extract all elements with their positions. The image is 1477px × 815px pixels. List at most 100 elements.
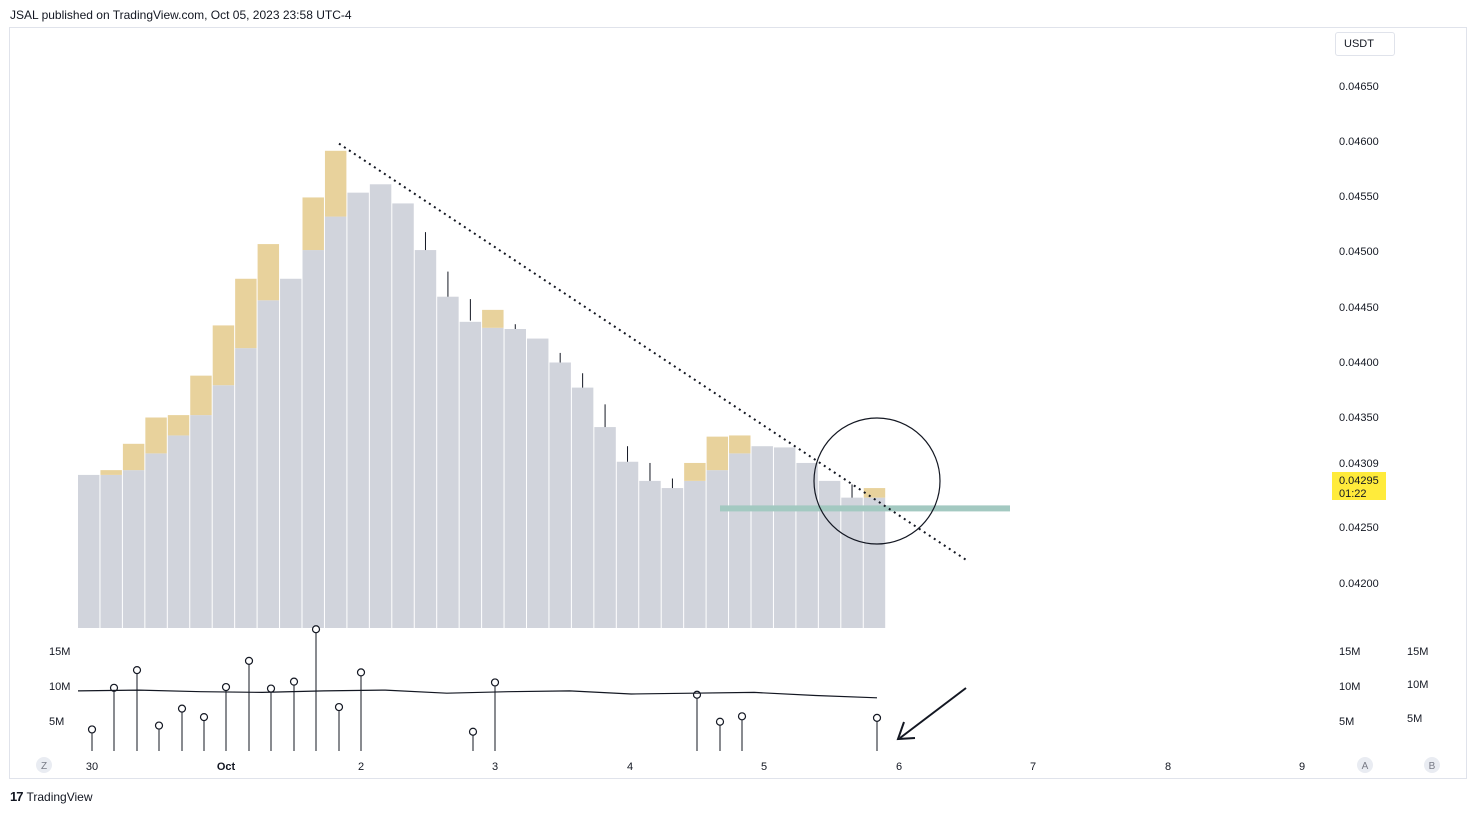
volume-marker xyxy=(266,684,276,693)
price-bar-up xyxy=(122,443,145,471)
price-tick-label: 0.04350 xyxy=(1339,412,1379,424)
price-bar-up xyxy=(684,462,706,481)
time-axis: 30 Oct 2 3 4 5 6 7 8 9 Z A B xyxy=(36,757,1440,773)
volume-marker xyxy=(468,727,478,736)
price-bar xyxy=(482,327,504,628)
price-bar xyxy=(437,296,459,628)
price-bar xyxy=(527,338,549,628)
price-bar xyxy=(190,415,212,628)
volume-marker xyxy=(109,683,119,692)
volume-tick-right-b: 5M xyxy=(1407,713,1422,725)
publish-header: JSAL published on TradingView.com, Oct 0… xyxy=(10,8,352,22)
volume-marker xyxy=(692,690,702,699)
price-tick-label: 0.04650 xyxy=(1339,81,1379,93)
highlight-circle xyxy=(813,417,941,545)
volume-marker xyxy=(244,656,254,665)
price-bar-up xyxy=(302,197,324,251)
volume-tick-right-a: 5M xyxy=(1339,716,1354,728)
price-bar xyxy=(392,203,414,629)
price-bar xyxy=(796,462,818,628)
volume-marker xyxy=(221,682,231,692)
price-tick-label: 0.04200 xyxy=(1339,578,1379,590)
time-tick-label: 30 xyxy=(86,761,98,773)
support-band xyxy=(720,505,1010,512)
price-bar xyxy=(549,362,571,628)
corner-badge-label: A xyxy=(1362,761,1369,772)
volume-marker xyxy=(177,704,187,713)
price-bar-up xyxy=(190,375,212,416)
volume-marker xyxy=(289,677,299,686)
volume-marker xyxy=(737,712,747,721)
corner-badge-corner_a[interactable] xyxy=(1357,757,1373,773)
price-bars xyxy=(78,150,886,629)
volume-marker xyxy=(872,713,882,722)
volume-marker xyxy=(715,717,725,726)
volume-marker xyxy=(87,725,97,734)
chart-frame xyxy=(9,27,1467,779)
price-bar xyxy=(145,453,167,628)
current-price-label: 0.04295 xyxy=(1339,475,1379,487)
volume-marker xyxy=(132,665,142,675)
corner-badge-corner_b[interactable] xyxy=(1424,757,1440,773)
price-tick-label: 0.04600 xyxy=(1339,136,1379,148)
volume-marker xyxy=(356,668,366,677)
volume-tick-left: 5M xyxy=(49,716,64,728)
time-tick-label: 4 xyxy=(627,761,633,773)
volume-marker xyxy=(199,712,209,722)
volume-tick-right-b: 10M xyxy=(1407,679,1428,691)
price-tick-label: 0.04250 xyxy=(1339,522,1379,534)
price-bar xyxy=(280,278,302,628)
price-bar-up xyxy=(729,435,751,454)
price-bar xyxy=(706,470,729,628)
countdown-label: 01:22 xyxy=(1339,488,1367,500)
price-bar xyxy=(773,447,796,628)
time-tick-label: 5 xyxy=(761,761,767,773)
time-tick-label: Oct xyxy=(217,761,236,773)
price-bar-up xyxy=(324,150,347,217)
volume-pane xyxy=(77,625,882,751)
currency-selector[interactable]: USDT xyxy=(1335,32,1395,56)
volume-tick-left: 10M xyxy=(49,681,70,693)
price-bar-up xyxy=(257,244,280,301)
price-bar-up xyxy=(145,417,167,454)
price-bar xyxy=(661,488,684,628)
volume-marker xyxy=(490,678,500,687)
price-bar-up xyxy=(167,415,190,436)
price-axis: 0.04650 0.04600 0.04550 0.04500 0.04450 0.044… xyxy=(1332,81,1386,590)
price-bar xyxy=(459,321,482,628)
time-tick-label: 6 xyxy=(896,761,902,773)
price-bar xyxy=(78,474,100,628)
price-bar xyxy=(100,474,122,628)
arrow-drawing xyxy=(896,687,967,741)
price-tick-label: 0.04309 xyxy=(1339,458,1379,470)
volume-tick-left: 15M xyxy=(49,646,70,658)
price-bar xyxy=(594,427,616,628)
price-bar-up xyxy=(482,309,504,328)
volume-tick-right-a: 10M xyxy=(1339,681,1360,693)
price-bar-up xyxy=(706,436,729,471)
price-tick-label: 0.04400 xyxy=(1339,357,1379,369)
volume-ma-line xyxy=(77,689,878,699)
price-bar-up xyxy=(212,325,235,386)
price-bar xyxy=(684,480,706,628)
price-bar xyxy=(369,184,392,628)
volume-marker xyxy=(311,625,321,634)
corner-badge-corner_left[interactable] xyxy=(36,757,52,773)
price-bar xyxy=(414,250,437,628)
footer-brand: 17 TradingView xyxy=(10,789,93,804)
price-bar-up xyxy=(863,488,886,498)
current-price-badge xyxy=(1332,472,1386,500)
support-zone xyxy=(720,505,1010,512)
time-tick-label: 7 xyxy=(1030,761,1036,773)
time-tick-label: 2 xyxy=(358,761,364,773)
price-bar xyxy=(818,480,841,628)
footer-brand-label: TradingView xyxy=(26,789,93,804)
price-bar xyxy=(167,435,190,628)
price-bar xyxy=(571,387,594,628)
price-bar xyxy=(235,348,257,628)
price-bar xyxy=(122,470,145,628)
price-bar xyxy=(302,250,324,628)
price-bar-up xyxy=(235,278,257,349)
volume-marker xyxy=(334,702,344,712)
